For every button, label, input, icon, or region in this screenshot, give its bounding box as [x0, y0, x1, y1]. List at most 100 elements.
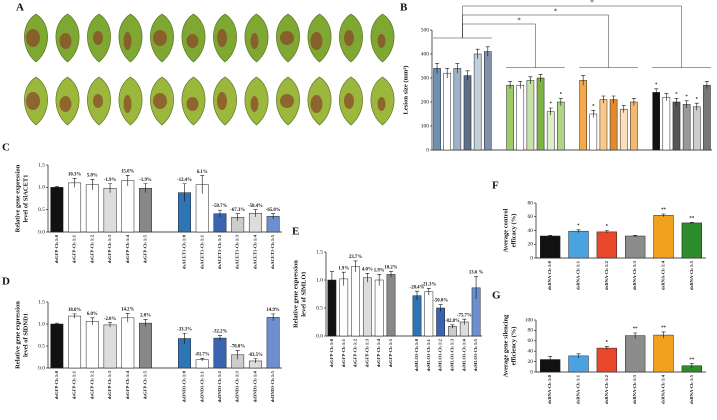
bar [662, 96, 671, 151]
x-tick-label: dsRNA-Cb 1:5 [689, 260, 694, 290]
error-bar [604, 230, 609, 234]
error-bar [445, 68, 450, 78]
bar [506, 84, 514, 151]
bar [692, 106, 701, 151]
error-bar [601, 95, 606, 104]
bar [463, 75, 472, 151]
bar [540, 235, 561, 259]
bar-annotation: 10.3% [68, 172, 81, 177]
y-tick-label: 1.0 [316, 277, 323, 283]
y-tick-label: 1.0 [38, 185, 45, 191]
error-bar [621, 105, 626, 113]
y-tick-label: 0 [530, 369, 533, 375]
error-bar [72, 313, 77, 319]
lesion [153, 93, 167, 109]
error-bar [631, 98, 636, 106]
bar [50, 323, 64, 369]
x-tick-label: dsGFP-Cb 1:5 [143, 234, 148, 263]
error-bar [54, 322, 59, 325]
error-bar [475, 48, 480, 59]
bar [703, 84, 711, 151]
error-bar [90, 317, 95, 325]
y-tick-label: 1.5 [38, 299, 45, 305]
x-tick-label: dsMLO1-Cb 1:1 [426, 338, 431, 371]
error-bar [217, 335, 222, 341]
error-bar [377, 274, 382, 286]
bar-annotation: ** [661, 326, 666, 331]
x-tick-label: dsDND1-Cb 1:4 [252, 370, 257, 402]
y-tick-label: 80 [528, 328, 534, 334]
bar [579, 80, 587, 151]
comparison-label: * [554, 8, 558, 16]
error-bar [271, 313, 276, 321]
y-axis-label: Relative gene expression [14, 164, 21, 232]
bar-annotation: -50.0% [433, 299, 448, 304]
error-bar [200, 175, 205, 194]
bar [653, 334, 674, 373]
bar-annotation: 5.8% [87, 173, 98, 178]
bar-annotation: * [549, 102, 552, 107]
x-tick-label: dsMLO1-Cb 1:3 [450, 338, 455, 371]
bar-annotation: ** [633, 327, 638, 332]
bar [436, 307, 446, 337]
x-tick-label: dsRNA-Cb 1:0 [547, 374, 552, 404]
lesion [344, 30, 354, 46]
x-tick-label: dsRNA-Cb 1:1 [576, 374, 581, 404]
bar [339, 278, 349, 337]
x-tick-label: dsMLO1-Cb 1:0 [414, 338, 419, 371]
lesion [26, 92, 40, 110]
x-tick-label: dsDND1-Cb 1:2 [217, 370, 222, 402]
y-tick-label: 1.0 [38, 321, 45, 327]
bar [516, 84, 525, 151]
bar-annotation: -12.4% [177, 178, 192, 183]
error-bar [528, 76, 533, 84]
x-tick-label: dsRNA-Cb 1:2 [604, 260, 609, 290]
bar-annotation: 6.1% [197, 170, 208, 175]
y-tick-label: 0.5 [316, 305, 323, 311]
bar-annotation: 18.0% [68, 308, 81, 313]
error-bar [341, 271, 346, 286]
bar [121, 180, 135, 233]
error-bar [54, 186, 59, 189]
error-bar [108, 322, 113, 328]
error-bar [143, 319, 148, 327]
bar [473, 53, 482, 151]
error-bar [90, 178, 95, 191]
comparison-label: * [590, 0, 594, 7]
x-tick-label: dsRNA-Cb 1:4 [661, 374, 666, 404]
error-bar [389, 271, 393, 278]
bar-annotation: * [685, 95, 688, 100]
y-axis-label: Relative gene expression [292, 260, 299, 328]
x-tick-label: dsACET1-Cb 1:1 [199, 234, 204, 269]
lesion [280, 31, 294, 45]
error-bar [664, 93, 669, 101]
error-bar [661, 331, 666, 339]
x-tick-label: dsGFP-Cb 1:1 [341, 338, 346, 367]
bar-annotation: -1.9% [139, 178, 152, 183]
bar-annotation: ** [689, 216, 694, 221]
y-axis-label: efficiency (%) [510, 327, 517, 366]
bar [630, 101, 638, 151]
bar [85, 321, 99, 369]
x-tick-label: dsRNA-Cb 1:4 [661, 260, 666, 290]
bar-annotation: * [560, 92, 563, 97]
error-bar [200, 358, 205, 361]
error-bar [604, 346, 609, 350]
y-axis-label: level of SlMLO1 [300, 271, 307, 317]
bar [568, 230, 589, 259]
error-bar [435, 63, 440, 74]
error-bar [548, 235, 553, 237]
bar-annotation: -33.3% [177, 327, 192, 332]
bar-annotation: 15.0% [121, 169, 134, 174]
bar-annotation: * [606, 225, 609, 230]
y-tick-label: 0.0 [38, 229, 45, 235]
x-tick-label: dsRNA-Cb 1:3 [632, 260, 637, 290]
error-bar [704, 81, 709, 89]
x-tick-label: dsGFP-Cb 1:4 [125, 370, 130, 399]
bar [351, 266, 360, 337]
bar [213, 337, 227, 369]
bar [536, 77, 545, 151]
bar [443, 72, 452, 151]
error-bar [353, 260, 358, 273]
